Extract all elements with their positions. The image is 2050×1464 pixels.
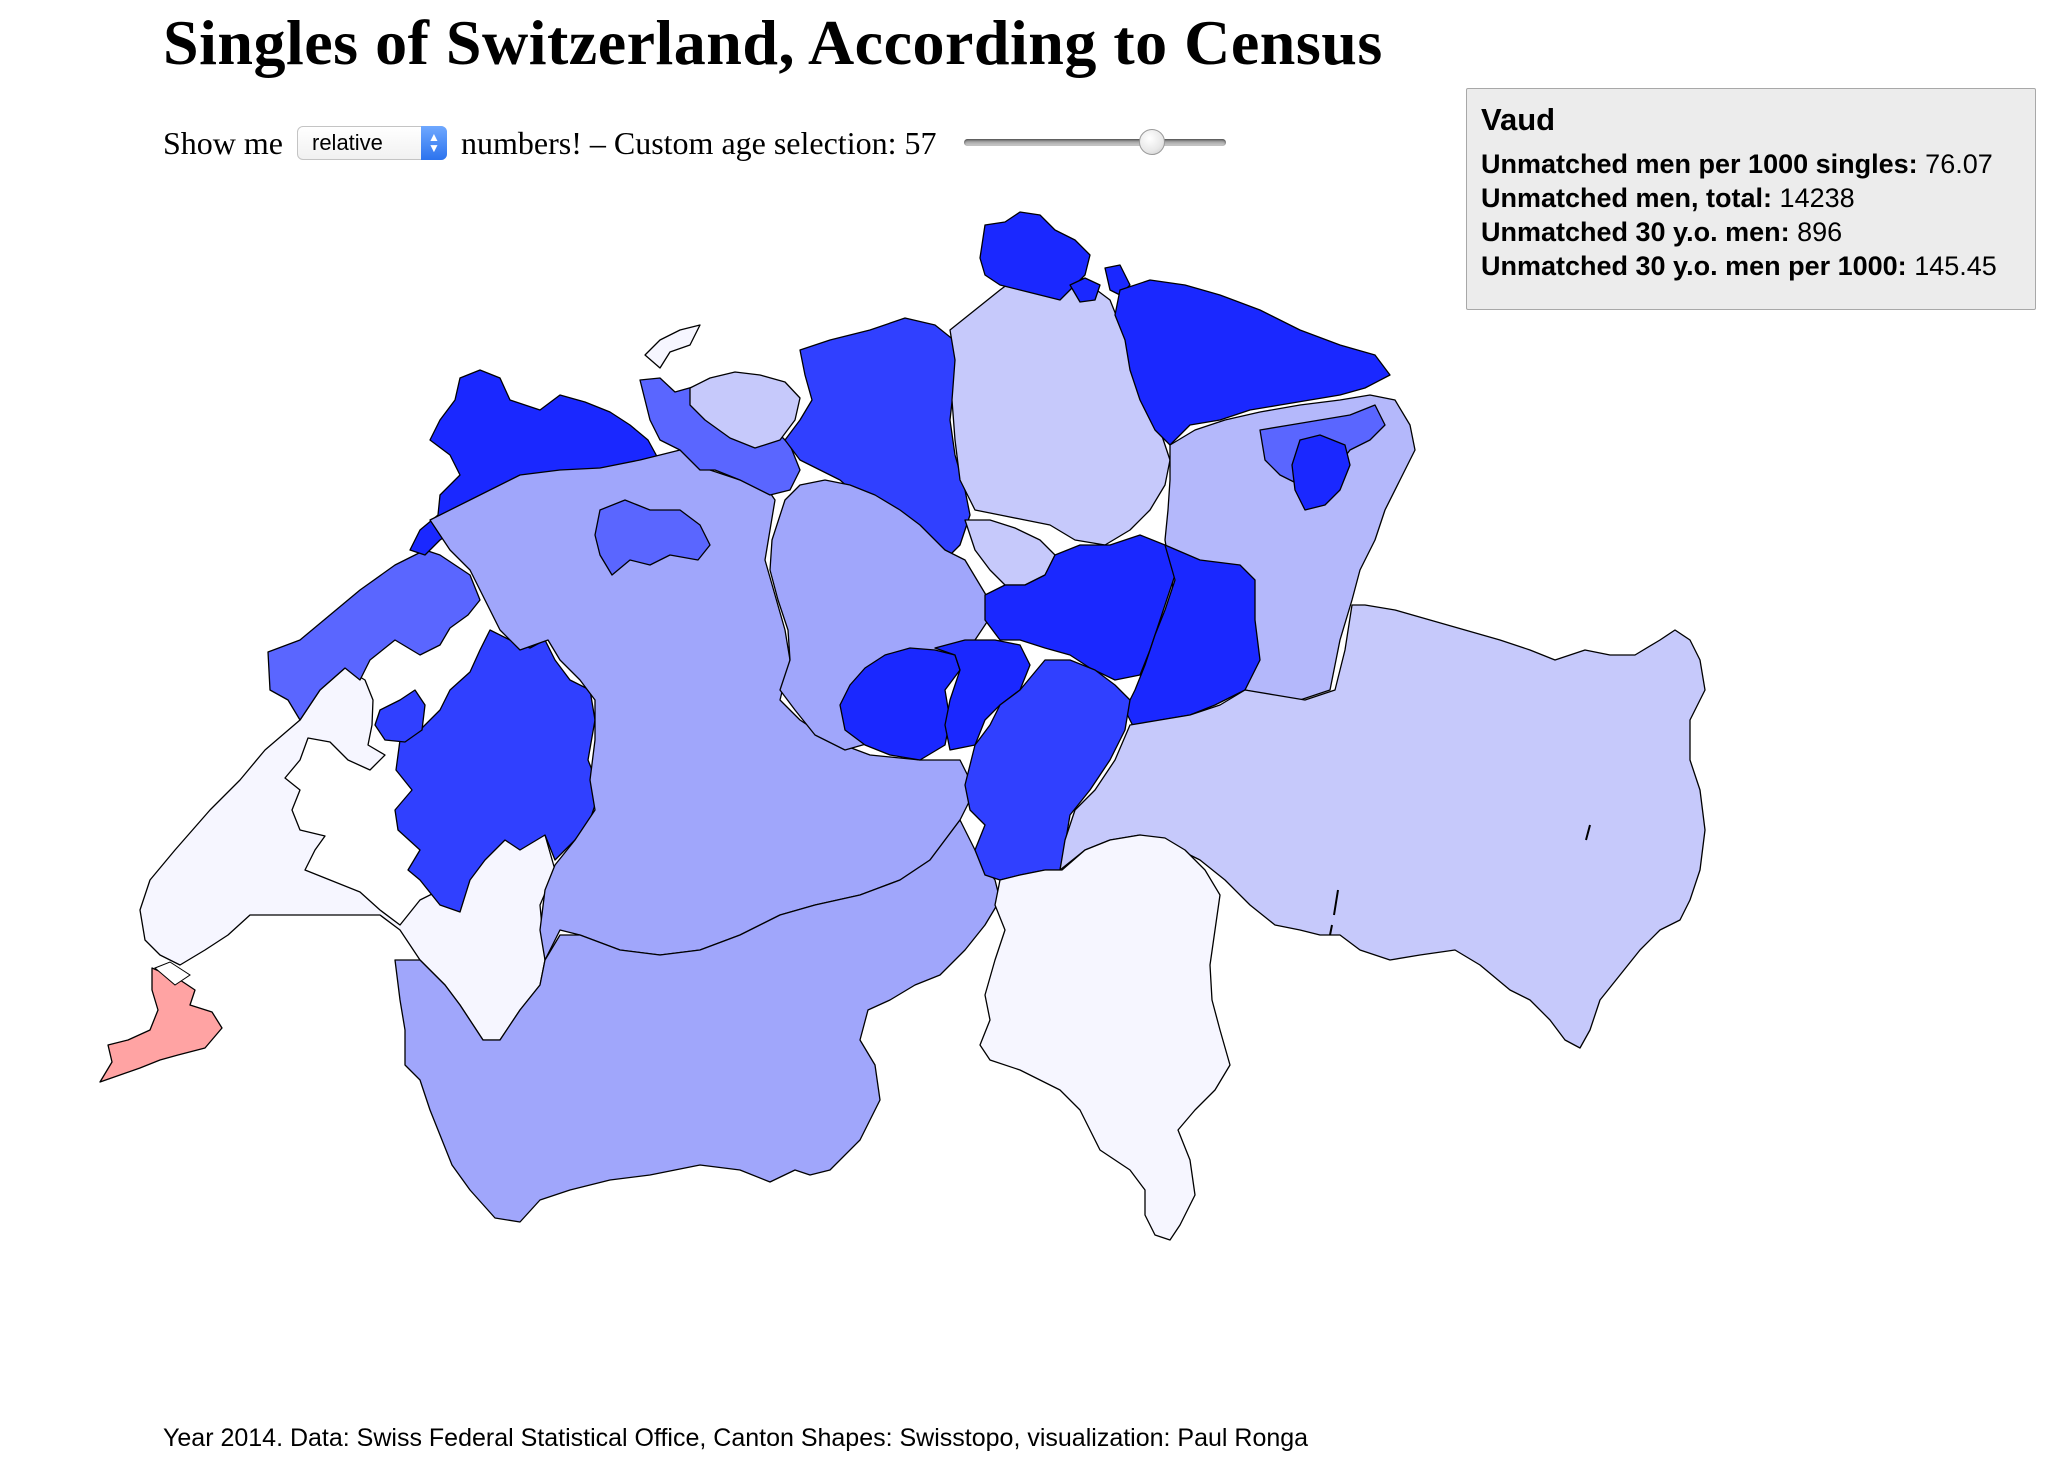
age-slider[interactable] <box>964 126 1227 160</box>
age-slider-thumb[interactable] <box>1139 129 1166 155</box>
number-mode-value: relative <box>312 130 383 155</box>
tooltip-row-label: Unmatched men, total: <box>1481 183 1773 213</box>
tooltip-title: Vaud <box>1481 102 1556 137</box>
canton-nidwalden[interactable] <box>934 639 1031 751</box>
canton-zug[interactable] <box>964 519 1056 586</box>
tooltip-row-label: Unmatched men per 1000 singles: <box>1481 149 1918 179</box>
canton-basel-land[interactable] <box>689 371 801 449</box>
controls-bar: Show me relative ▲ ▼ numbers! – Custom ag… <box>163 120 1227 166</box>
tooltip-row: Unmatched men per 1000 singles: 76.07 <box>1481 147 2021 181</box>
tooltip-row-value: 76.07 <box>1925 149 1993 179</box>
tooltip-row-value: 896 <box>1797 217 1843 247</box>
canton-valais[interactable] <box>394 819 1001 1223</box>
canton-thurgau[interactable] <box>1114 279 1391 446</box>
page-title: Singles of Switzerland, According to Cen… <box>163 7 1383 78</box>
canton-tooltip: Vaud Unmatched men per 1000 singles: 76.… <box>1466 88 2036 310</box>
controls-middle-text: numbers! – Custom age selection: 57 <box>461 124 937 161</box>
canton-basel-stadt[interactable] <box>644 324 701 369</box>
tooltip-row: Unmatched men, total: 14238 <box>1481 181 2021 215</box>
tooltip-row: Unmatched 30 y.o. men: 896 <box>1481 215 2021 249</box>
canton-geneva[interactable] <box>99 967 223 1083</box>
tooltip-row-label: Unmatched 30 y.o. men: <box>1481 217 1790 247</box>
select-stepper-icon: ▲ ▼ <box>421 126 447 160</box>
canton-neuchatel[interactable] <box>267 549 481 721</box>
canton-schwyz[interactable] <box>984 534 1181 681</box>
tooltip-row-value: 145.45 <box>1914 251 1997 281</box>
canton-appenzell-innerrhoden[interactable] <box>1291 434 1351 511</box>
lake-marks <box>1329 824 1591 936</box>
tooltip-row: Unmatched 30 y.o. men per 1000: 145.45 <box>1481 249 2021 283</box>
canton-ticino[interactable] <box>979 834 1231 1241</box>
number-mode-select[interactable]: relative ▲ ▼ <box>297 126 447 160</box>
controls-prefix: Show me <box>163 124 283 161</box>
tooltip-row-value: 14238 <box>1779 183 1855 213</box>
canton-fribourg-enclave[interactable] <box>374 689 426 743</box>
footer-credits: Year 2014. Data: Swiss Federal Statistic… <box>163 1424 1309 1452</box>
canton-solothurn-enclave[interactable] <box>594 499 711 576</box>
age-slider-track <box>964 139 1227 146</box>
tooltip-row-label: Unmatched 30 y.o. men per 1000: <box>1481 251 1907 281</box>
lake-geneva-gap <box>154 961 191 986</box>
canton-schaffhausen-enclave[interactable] <box>1069 277 1101 303</box>
canton-uri[interactable] <box>964 659 1131 881</box>
